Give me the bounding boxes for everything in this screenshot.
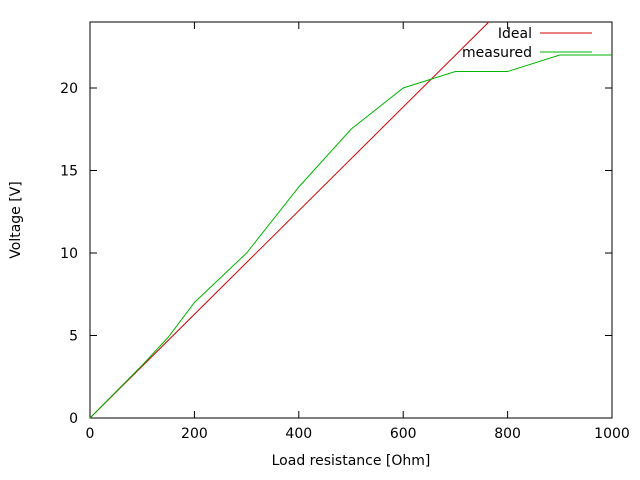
x-tick-label: 800 — [494, 426, 521, 442]
y-tick-label: 0 — [69, 411, 78, 427]
y-axis-label: Voltage [V] — [8, 181, 24, 258]
x-tick-label: 1000 — [594, 426, 630, 442]
series-line-ideal — [89, 21, 490, 419]
plot-border — [89, 21, 613, 419]
x-axis-label: Load resistance [Ohm] — [272, 453, 431, 469]
legend-label-measured: measured — [462, 45, 532, 61]
series-line-measured — [89, 54, 612, 419]
x-tick-label: 200 — [181, 426, 208, 442]
x-tick-label: 0 — [86, 426, 95, 442]
x-tick-label: 400 — [285, 426, 312, 442]
y-tick-label: 5 — [69, 329, 78, 345]
y-tick-label: 15 — [60, 164, 78, 180]
y-tick-label: 20 — [60, 81, 78, 97]
y-tick-label: 10 — [60, 246, 78, 262]
x-tick-label: 600 — [390, 426, 417, 442]
legend-label-ideal: Ideal — [498, 26, 532, 42]
